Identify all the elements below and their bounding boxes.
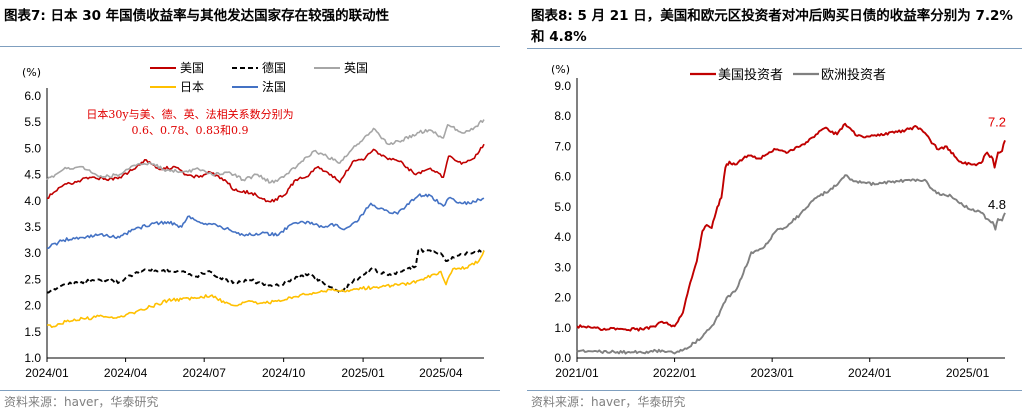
y-tick-label: 4.0	[554, 230, 571, 244]
y-tick-label: 9.0	[554, 79, 571, 93]
series-line	[47, 248, 485, 294]
end-value-label: 4.8	[988, 197, 1006, 212]
x-tick-label: 2025/01	[341, 366, 385, 380]
y-tick-label: 7.0	[554, 139, 571, 153]
title-divider	[0, 46, 500, 47]
x-tick-label: 2024/10	[262, 366, 306, 380]
series-line	[46, 119, 485, 184]
source-divider	[0, 390, 500, 391]
y-unit-label: (%)	[551, 63, 570, 76]
correlation-annotation: 0.6、0.78、0.83和0.9	[132, 124, 249, 137]
end-value-label: 7.2	[988, 114, 1006, 129]
legend-label: 英国	[344, 61, 368, 75]
y-tick-label: 4.5	[24, 168, 41, 182]
right-figure: 图表8: 5 月 21 日，美国和欧元区投资者对冲后购买日债的收益率分别为 7.…	[527, 0, 1027, 416]
legend-label: 法国	[262, 80, 286, 94]
legend-label: 美国投资者	[718, 67, 783, 83]
hedged-yield-chart: (%) 0.0 1.0 2.0 3.0 4.0 5.0 6.0 7.0 8.0 9.0 2021/01…	[551, 63, 1006, 380]
figure-title: 图表7: 日本 30 年国债收益率与其他发达国家存在较强的联动性	[4, 8, 390, 24]
y-unit-label: (%)	[22, 66, 41, 79]
series-line	[46, 193, 485, 249]
x-tick-label: 2024/04	[104, 366, 148, 380]
y-tick-label: 6.0	[24, 89, 41, 103]
series-line	[576, 122, 1006, 332]
y-tick-label: 0.0	[554, 351, 571, 365]
x-tick-label: 2021/01	[555, 366, 599, 380]
y-tick-label: 3.0	[24, 246, 41, 260]
x-tick-label: 2024/07	[182, 366, 226, 380]
source-note: 资料来源：haver，华泰研究	[4, 395, 159, 409]
y-tick-label: 2.0	[554, 291, 571, 305]
y-tick-label: 5.0	[554, 200, 571, 214]
y-tick-label: 3.5	[24, 220, 41, 234]
figure-title: 图表8: 5 月 21 日，美国和欧元区投资者对冲后购买日债的收益率分别为 7.…	[531, 8, 1013, 45]
y-tick-label: 8.0	[554, 109, 571, 123]
y-tick-label: 2.5	[24, 272, 41, 286]
legend-label: 德国	[262, 60, 286, 75]
y-tick-label: 1.0	[554, 321, 571, 335]
y-tick-label: 2.0	[24, 299, 41, 313]
series-line	[576, 174, 1006, 355]
legend-label: 日本	[180, 80, 204, 94]
x-tick-label: 2023/01	[750, 366, 794, 380]
y-tick-label: 1.0	[24, 351, 41, 365]
legend-label: 欧洲投资者	[821, 67, 886, 83]
left-figure: 图表7: 日本 30 年国债收益率与其他发达国家存在较强的联动性 (%) 1.0 1…	[0, 8, 500, 409]
y-tick-label: 5.0	[24, 141, 41, 155]
title-divider	[527, 48, 1022, 49]
x-tick-label: 2022/01	[653, 366, 697, 380]
y-tick-label: 3.0	[554, 260, 571, 274]
y-tick-label: 1.5	[24, 325, 41, 339]
y-tick-label: 6.0	[554, 170, 571, 184]
y-tick-label: 5.5	[24, 115, 41, 129]
x-tick-label: 2024/01	[25, 366, 69, 380]
legend-label: 美国	[180, 61, 204, 75]
x-tick-label: 2025/01	[946, 366, 990, 380]
x-tick-label: 2025/04	[419, 366, 463, 380]
source-divider	[527, 390, 1022, 391]
series-line	[47, 250, 485, 328]
series-line	[47, 143, 485, 203]
x-tick-label: 2024/01	[848, 366, 892, 380]
source-note: 资料来源：haver，华泰研究	[531, 395, 686, 409]
y-tick-label: 4.0	[24, 194, 41, 208]
correlation-annotation: 日本30y与美、德、英、法相关系数分别为	[86, 107, 293, 121]
yield-correlation-chart: (%) 1.0 1.5 2.0 2.5 3.0 3.5 4.0 4.5 5.0 5.5 6.0 2024…	[22, 60, 485, 380]
